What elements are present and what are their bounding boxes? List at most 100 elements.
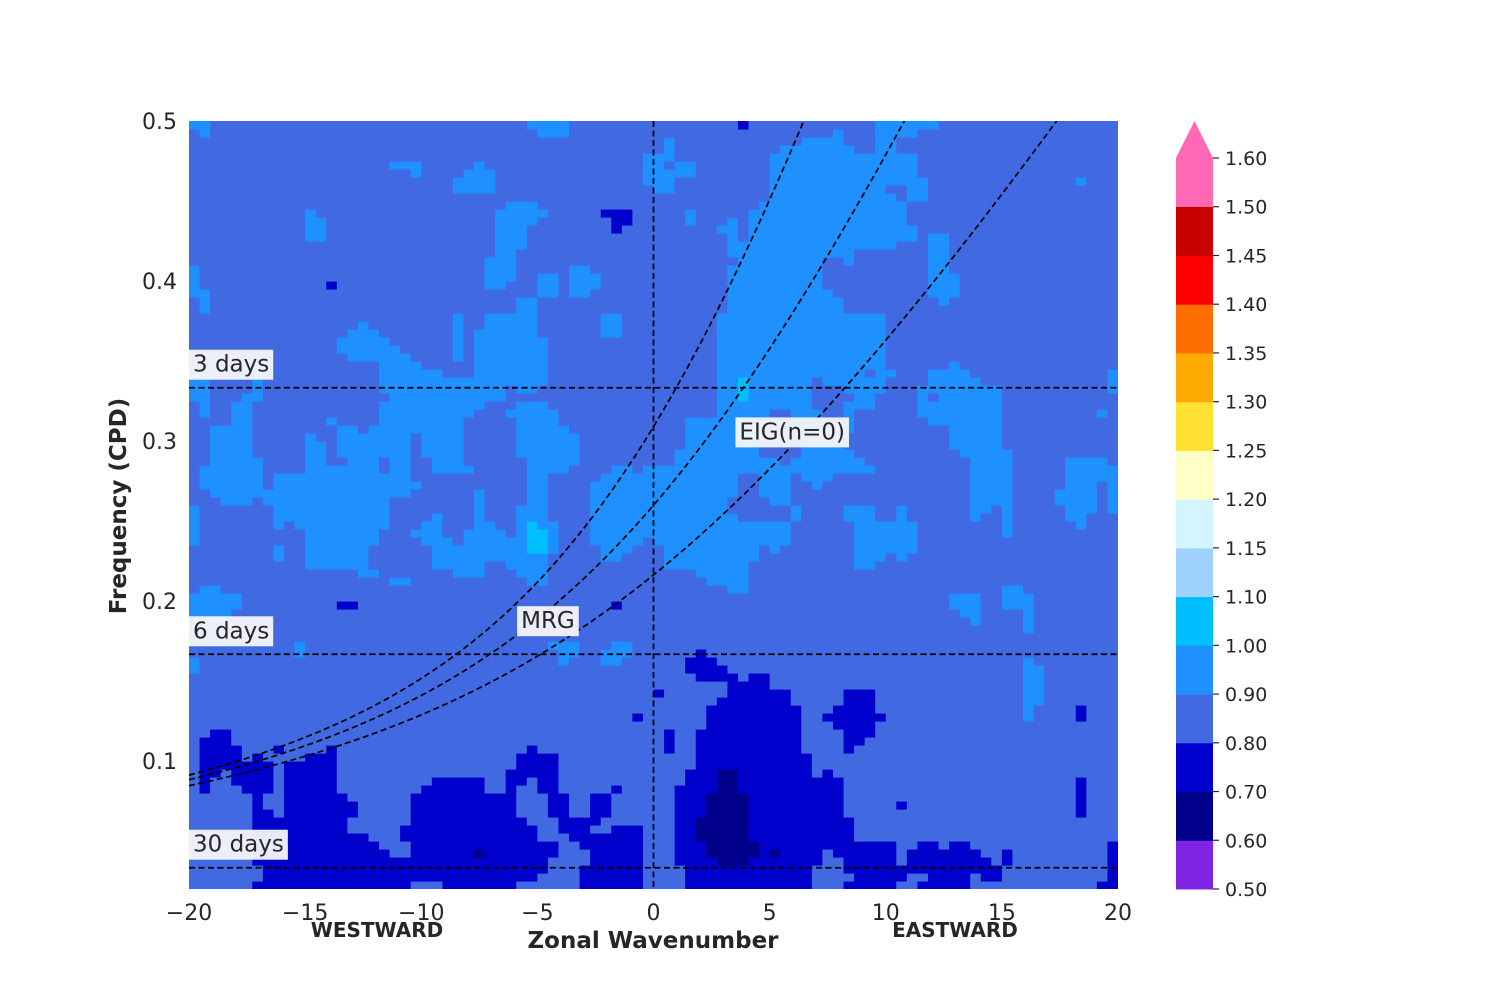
field-cell [706, 777, 718, 786]
field-cell [716, 225, 728, 234]
field-cell [727, 825, 739, 834]
field-cell [632, 273, 644, 282]
field-cell [189, 449, 201, 458]
field-cell [315, 721, 327, 730]
field-cell [674, 361, 686, 370]
field-cell [199, 289, 211, 298]
field-cell [357, 345, 370, 354]
field-cell [262, 377, 275, 386]
field-cell [537, 449, 549, 458]
field-cell [611, 841, 623, 850]
field-cell [537, 313, 549, 322]
field-cell [695, 449, 707, 458]
field-cell [389, 569, 401, 578]
field-cell [210, 129, 222, 138]
field-cell [347, 841, 359, 850]
field-cell [579, 473, 591, 482]
field-cell [600, 537, 612, 546]
field-cell [569, 769, 581, 778]
field-cell [294, 849, 306, 858]
field-cell [632, 649, 644, 658]
field-cell [262, 761, 275, 770]
field-cell [284, 193, 296, 202]
field-cell [706, 841, 718, 850]
field-cell [347, 489, 359, 498]
field-cell [431, 625, 443, 634]
field-cell [410, 121, 422, 130]
field-cell [421, 129, 433, 138]
field-cell [452, 873, 465, 882]
field-cell [326, 737, 338, 746]
field-cell [189, 865, 201, 874]
field-cell [421, 337, 433, 346]
field-cell [199, 665, 211, 674]
field-cell [674, 841, 686, 850]
field-cell [294, 777, 306, 786]
field-cell [653, 249, 665, 258]
field-cell [600, 817, 612, 826]
field-cell [727, 433, 739, 442]
field-cell [642, 689, 655, 698]
field-cell [611, 649, 623, 658]
field-cell [600, 761, 612, 770]
field-cell [653, 137, 665, 146]
field-cell [379, 153, 391, 162]
field-cell [674, 617, 686, 626]
field-cell [452, 585, 465, 594]
field-cell [305, 553, 317, 562]
field-cell [305, 857, 317, 866]
field-cell [590, 745, 602, 754]
field-cell [685, 465, 697, 474]
field-cell [632, 161, 644, 170]
field-cell [695, 377, 707, 386]
field-cell [400, 801, 412, 810]
field-cell [442, 281, 454, 290]
field-cell [558, 881, 570, 889]
field-cell [431, 833, 443, 842]
field-cell [452, 753, 465, 762]
field-cell [357, 841, 370, 850]
field-cell [579, 409, 591, 418]
field-cell [305, 289, 317, 298]
field-cell [579, 721, 591, 730]
field-cell [231, 713, 243, 722]
field-cell [347, 729, 359, 738]
field-cell [252, 801, 264, 810]
field-cell [526, 361, 538, 370]
field-cell [547, 521, 560, 530]
field-cell [484, 761, 496, 770]
field-cell [410, 313, 422, 322]
field-cell [569, 457, 581, 466]
field-cell [685, 601, 697, 610]
field-cell [516, 577, 528, 586]
field-cell [389, 817, 401, 826]
field-cell [505, 561, 517, 570]
field-cell [706, 729, 718, 738]
field-cell [442, 209, 454, 218]
field-cell [431, 209, 443, 218]
field-cell [505, 769, 517, 778]
field-cell [368, 609, 380, 618]
field-cell [632, 305, 644, 314]
field-cell [189, 689, 201, 698]
field-cell [410, 577, 422, 586]
field-cell [347, 609, 359, 618]
field-cell [611, 817, 623, 826]
field-cell [653, 761, 665, 770]
field-cell [727, 289, 739, 298]
field-cell [284, 681, 296, 690]
field-cell [695, 129, 707, 138]
field-cell [547, 225, 560, 234]
field-cell [199, 321, 211, 330]
field-cell [537, 785, 549, 794]
field-cell [421, 785, 433, 794]
field-cell [590, 721, 602, 730]
field-cell [695, 705, 707, 714]
field-cell [547, 697, 560, 706]
field-cell [706, 137, 718, 146]
field-cell [421, 185, 433, 194]
field-cell [241, 345, 253, 354]
field-cell [389, 193, 401, 202]
field-cell [252, 553, 264, 562]
field-cell [210, 777, 222, 786]
